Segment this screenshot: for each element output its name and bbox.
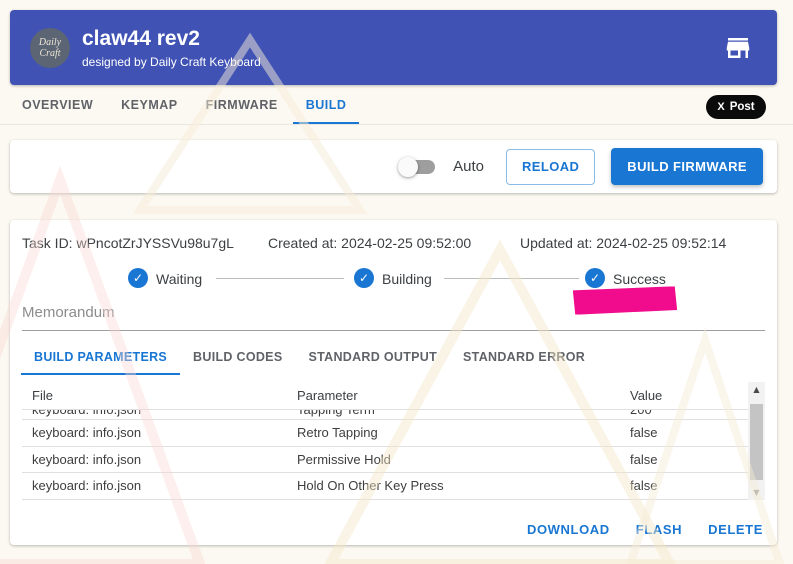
cell-parameter: Retro Tapping: [297, 425, 378, 441]
check-icon-building: ✓: [354, 268, 374, 288]
scroll-up-icon[interactable]: ▲: [753, 385, 760, 394]
storefront-icon[interactable]: [723, 33, 753, 63]
x-post-button[interactable]: X Post: [706, 95, 766, 119]
cell-value: false: [630, 425, 658, 441]
cell-parameter: Permissive Hold: [297, 451, 391, 467]
table-row: keyboard: info.json Retro Tapping false: [22, 420, 748, 447]
cell-value: false: [630, 478, 658, 494]
logo-line1: Daily: [38, 36, 62, 48]
reload-button[interactable]: RELOAD: [506, 148, 596, 185]
memorandum-placeholder: Memorandum: [22, 304, 115, 321]
cell-value: false: [630, 451, 658, 467]
column-header-file: File: [32, 388, 53, 403]
pink-highlight-annotation: [573, 286, 677, 314]
tab-firmware[interactable]: FIRMWARE: [205, 98, 278, 112]
table-row: keyboard: info.json Hold On Other Key Pr…: [22, 473, 748, 500]
cell-parameter: Hold On Other Key Press: [297, 478, 444, 494]
step-label-success: Success: [613, 271, 666, 287]
keyboard-header: Daily Craft claw44 rev2 designed by Dail…: [10, 10, 777, 85]
table-row-partial: keyboard: info.json Tapping Term 200: [22, 410, 748, 420]
cell-file: keyboard: info.json: [32, 425, 142, 441]
auto-toggle[interactable]: [398, 156, 436, 177]
column-header-parameter: Parameter: [297, 388, 358, 403]
tab-standard-output[interactable]: STANDARD OUTPUT: [308, 350, 438, 364]
task-updated-at: Updated at: 2024-02-25 09:52:14: [520, 235, 727, 251]
tab-build[interactable]: BUILD: [292, 90, 360, 124]
tab-bar-divider: [0, 124, 793, 125]
build-firmware-button[interactable]: BUILD FIRMWARE: [611, 148, 763, 185]
step-label-building: Building: [382, 271, 432, 287]
scroll-down-icon[interactable]: ▼: [753, 488, 760, 497]
tab-build-codes[interactable]: BUILD CODES: [193, 350, 283, 364]
auto-toggle-thumb: [398, 156, 419, 177]
cell-file: keyboard: info.json: [32, 478, 142, 494]
memorandum-underline: [22, 330, 765, 331]
table-scrollbar[interactable]: ▲ ▼: [748, 382, 765, 500]
logo-line2: Craft: [39, 47, 61, 59]
tab-build-parameters[interactable]: BUILD PARAMETERS: [21, 342, 181, 375]
keyboard-subtitle: designed by Daily Craft Keyboard: [82, 55, 261, 69]
stepper-connector: [444, 278, 579, 279]
tab-standard-error[interactable]: STANDARD ERROR: [463, 350, 586, 364]
delete-button[interactable]: DELETE: [708, 522, 763, 537]
daily-craft-logo: Daily Craft: [30, 27, 70, 68]
auto-toggle-label: Auto: [453, 158, 484, 175]
task-created-at: Created at: 2024-02-25 09:52:00: [268, 235, 472, 251]
check-icon-waiting: ✓: [128, 268, 148, 288]
main-tab-bar: OVERVIEW KEYMAP FIRMWARE BUILD: [0, 90, 793, 125]
stepper-connector: [216, 278, 344, 279]
build-parameters-table: File Parameter Value keyboard: info.json…: [22, 382, 748, 500]
column-header-value: Value: [630, 388, 663, 403]
tab-overview[interactable]: OVERVIEW: [22, 98, 94, 112]
step-label-waiting: Waiting: [156, 271, 203, 287]
tab-keymap[interactable]: KEYMAP: [121, 98, 178, 112]
cell-file: keyboard: info.json: [32, 451, 142, 467]
task-id: Task ID: wPncotZrJYSSVu98u7gL: [22, 235, 234, 251]
table-header-row: File Parameter Value: [22, 382, 748, 410]
task-actions: DOWNLOAD FLASH DELETE: [527, 522, 763, 537]
scrollbar-thumb[interactable]: [750, 404, 763, 480]
download-button[interactable]: DOWNLOAD: [526, 522, 610, 537]
keyboard-title: claw44 rev2: [82, 27, 200, 50]
header-text: claw44 rev2 designed by Daily Craft Keyb…: [82, 26, 261, 69]
post-button-label: Post: [729, 101, 755, 113]
table-row: keyboard: info.json Permissive Hold fals…: [22, 447, 748, 474]
check-icon-success: ✓: [585, 268, 605, 288]
x-logo-icon: X: [717, 101, 725, 113]
detail-tab-bar: BUILD PARAMETERS BUILD CODES STANDARD OU…: [21, 342, 598, 375]
memorandum-input[interactable]: Memorandum: [22, 304, 765, 332]
build-status-stepper: ✓ Waiting ✓ Building ✓ Success: [10, 268, 777, 290]
flash-button[interactable]: FLASH: [635, 522, 683, 537]
build-toolbar: Auto RELOAD BUILD FIRMWARE: [10, 140, 777, 193]
build-task-panel: Task ID: wPncotZrJYSSVu98u7gL Created at…: [10, 220, 777, 545]
